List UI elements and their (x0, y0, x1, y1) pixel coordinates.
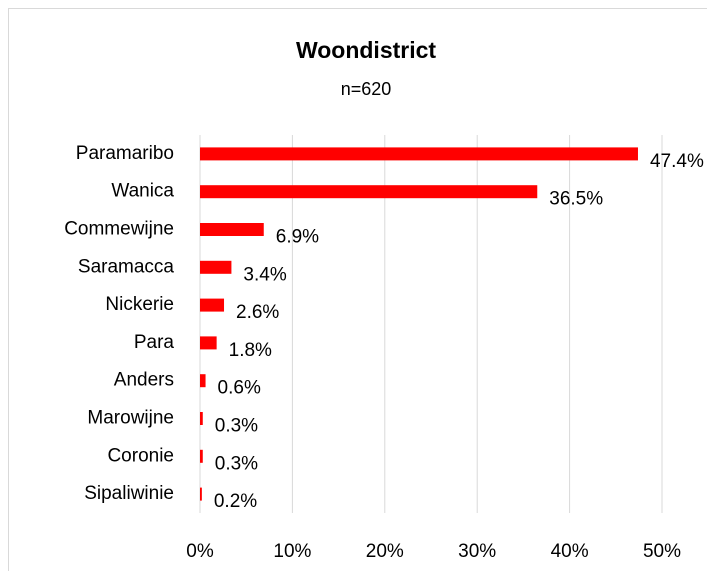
value-label: 47.4% (650, 151, 704, 172)
value-label: 0.3% (215, 416, 258, 437)
x-tick-label: 50% (643, 541, 681, 562)
bar (200, 260, 232, 274)
value-label: 0.3% (215, 453, 258, 474)
bar (200, 336, 217, 350)
y-tick-label: Paramaribo (76, 143, 174, 164)
bar (200, 223, 264, 236)
y-tick-label: Coronie (107, 445, 174, 466)
value-label: 0.6% (218, 378, 261, 399)
bar (200, 449, 203, 463)
value-label: 2.6% (236, 302, 279, 323)
bar (200, 374, 206, 388)
x-tick-label: 10% (273, 541, 311, 562)
y-tick-label: Anders (114, 370, 174, 391)
value-label: 3.4% (243, 264, 286, 285)
chart-title: Woondistrict (296, 37, 436, 63)
x-tick-label: 0% (186, 541, 214, 562)
bar (200, 147, 638, 161)
value-label: 36.5% (549, 189, 603, 210)
y-tick-label: Sipaliwinie (84, 483, 174, 504)
bar (200, 412, 203, 425)
bar (200, 298, 225, 312)
x-tick-label: 40% (551, 541, 589, 562)
y-tick-label: Commewijne (64, 219, 174, 240)
value-label: 1.8% (229, 340, 272, 361)
value-label: 6.9% (276, 227, 319, 248)
y-tick-label: Wanica (111, 181, 174, 202)
value-label: 0.2% (214, 491, 257, 512)
chart-subtitle: n=620 (341, 79, 392, 99)
x-tick-label: 20% (366, 541, 404, 562)
bar (200, 185, 538, 199)
y-tick-label: Para (134, 332, 175, 353)
y-tick-label: Nickerie (105, 294, 174, 315)
x-tick-label: 30% (458, 541, 496, 562)
y-tick-label: Marowijne (87, 408, 174, 429)
y-tick-label: Saramacca (78, 256, 175, 277)
chart-frame (8, 8, 707, 571)
bar (200, 487, 202, 501)
